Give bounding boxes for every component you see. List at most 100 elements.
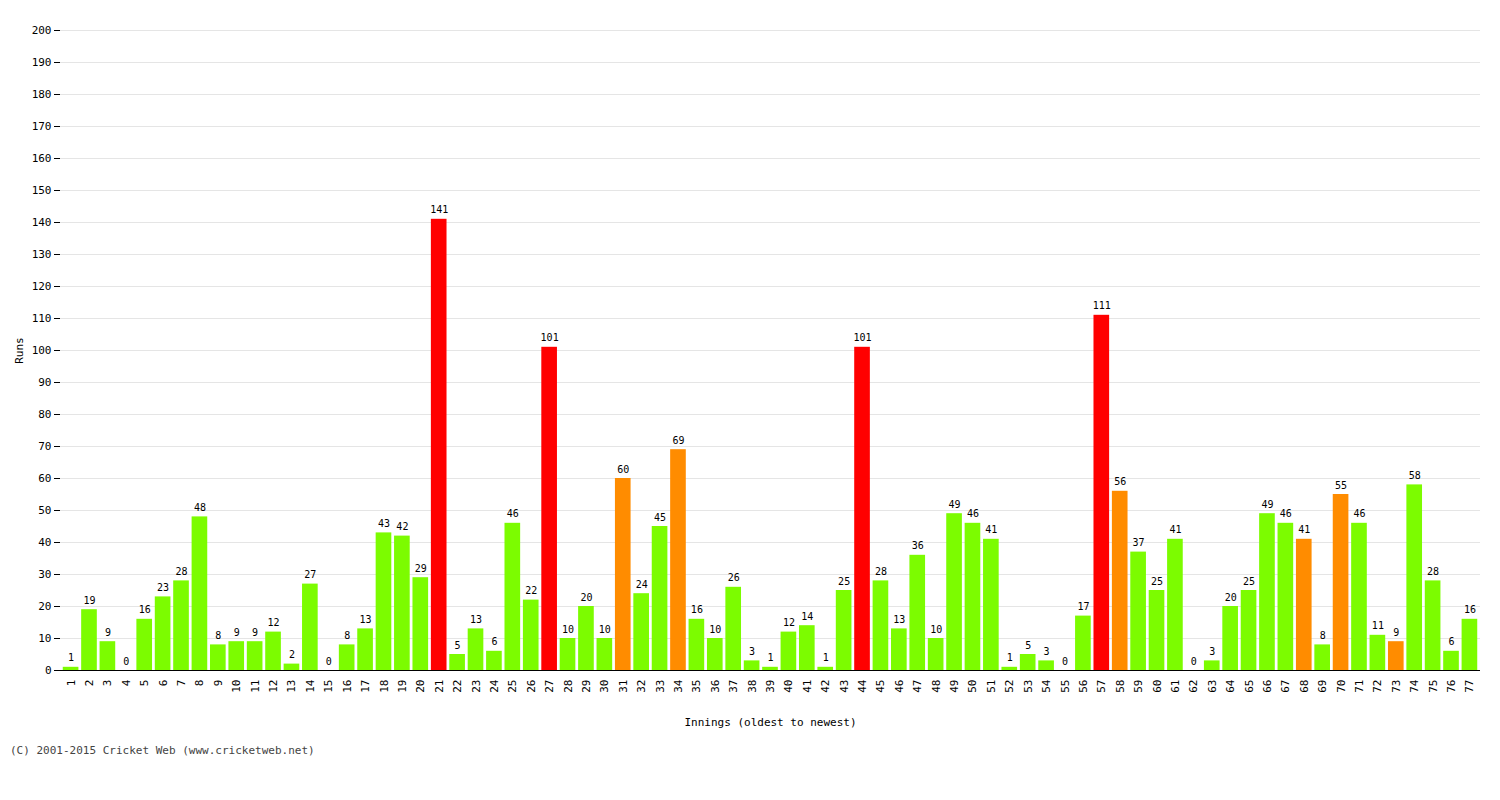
svg-text:41: 41 (1298, 524, 1310, 535)
svg-text:16: 16 (139, 604, 151, 615)
svg-text:49: 49 (948, 680, 961, 693)
svg-text:17: 17 (359, 680, 372, 693)
svg-text:10: 10 (709, 624, 721, 635)
svg-text:34: 34 (672, 679, 685, 693)
svg-text:Innings (oldest to newest): Innings (oldest to newest) (684, 716, 856, 729)
svg-text:46: 46 (507, 508, 519, 519)
svg-text:Runs: Runs (13, 337, 26, 364)
svg-text:10: 10 (562, 624, 574, 635)
svg-text:28: 28 (875, 566, 887, 577)
svg-text:5: 5 (1025, 640, 1031, 651)
svg-text:62: 62 (1187, 680, 1200, 693)
svg-text:29: 29 (415, 563, 427, 574)
svg-text:37: 37 (1133, 537, 1145, 548)
svg-text:4: 4 (120, 679, 133, 686)
svg-text:56: 56 (1114, 476, 1126, 487)
svg-text:63: 63 (1206, 680, 1219, 693)
svg-text:46: 46 (967, 508, 979, 519)
svg-text:0: 0 (123, 656, 129, 667)
svg-text:41: 41 (801, 680, 814, 693)
svg-text:45: 45 (874, 680, 887, 693)
svg-text:8: 8 (215, 630, 221, 641)
svg-text:30: 30 (38, 568, 51, 581)
svg-text:50: 50 (966, 680, 979, 693)
svg-text:40: 40 (38, 536, 51, 549)
svg-text:73: 73 (1390, 680, 1403, 693)
svg-text:2: 2 (83, 680, 96, 687)
svg-text:200: 200 (32, 24, 52, 37)
svg-text:60: 60 (38, 472, 51, 485)
svg-text:37: 37 (727, 680, 740, 693)
svg-text:190: 190 (32, 56, 52, 69)
svg-text:55: 55 (1059, 680, 1072, 693)
svg-text:30: 30 (598, 680, 611, 693)
svg-text:13: 13 (360, 614, 372, 625)
svg-text:69: 69 (672, 435, 684, 446)
svg-text:10: 10 (930, 624, 942, 635)
svg-text:43: 43 (378, 518, 390, 529)
svg-text:27: 27 (543, 680, 556, 693)
svg-text:11: 11 (1372, 620, 1384, 631)
svg-text:27: 27 (304, 569, 316, 580)
svg-text:11: 11 (249, 680, 262, 693)
svg-text:25: 25 (1151, 576, 1163, 587)
svg-text:26: 26 (728, 572, 740, 583)
svg-text:54: 54 (1040, 679, 1053, 693)
svg-text:3: 3 (1209, 646, 1215, 657)
svg-text:19: 19 (83, 595, 95, 606)
svg-text:49: 49 (1261, 499, 1273, 510)
svg-text:16: 16 (691, 604, 703, 615)
svg-text:36: 36 (709, 680, 722, 693)
svg-text:14: 14 (801, 611, 813, 622)
svg-text:3: 3 (101, 680, 114, 687)
svg-text:24: 24 (636, 579, 648, 590)
svg-text:130: 130 (32, 248, 52, 261)
svg-text:33: 33 (654, 680, 667, 693)
svg-text:75: 75 (1427, 680, 1440, 693)
svg-text:8: 8 (1320, 630, 1326, 641)
svg-text:101: 101 (853, 332, 871, 343)
svg-text:17: 17 (1077, 601, 1089, 612)
svg-text:1: 1 (767, 652, 773, 663)
svg-text:12: 12 (267, 680, 280, 693)
svg-text:9: 9 (252, 627, 258, 638)
svg-text:72: 72 (1371, 680, 1384, 693)
svg-text:46: 46 (1353, 508, 1365, 519)
svg-text:60: 60 (617, 464, 629, 475)
svg-text:43: 43 (838, 680, 851, 693)
svg-text:42: 42 (819, 680, 832, 693)
svg-text:111: 111 (1093, 300, 1111, 311)
svg-text:16: 16 (1464, 604, 1476, 615)
svg-text:42: 42 (396, 521, 408, 532)
svg-text:101: 101 (541, 332, 559, 343)
svg-text:70: 70 (38, 440, 51, 453)
svg-text:3: 3 (749, 646, 755, 657)
svg-text:10: 10 (38, 632, 51, 645)
svg-text:9: 9 (212, 680, 225, 687)
svg-text:90: 90 (38, 376, 51, 389)
svg-text:23: 23 (157, 582, 169, 593)
svg-text:61: 61 (1169, 680, 1182, 693)
svg-text:1: 1 (823, 652, 829, 663)
svg-text:58: 58 (1114, 680, 1127, 693)
svg-text:26: 26 (525, 680, 538, 693)
svg-text:13: 13 (893, 614, 905, 625)
svg-text:170: 170 (32, 120, 52, 133)
svg-text:0: 0 (326, 656, 332, 667)
svg-text:44: 44 (856, 679, 869, 693)
svg-text:25: 25 (506, 680, 519, 693)
svg-text:68: 68 (1298, 680, 1311, 693)
svg-text:36: 36 (912, 540, 924, 551)
svg-text:55: 55 (1335, 480, 1347, 491)
svg-text:0: 0 (1062, 656, 1068, 667)
svg-text:28: 28 (175, 566, 187, 577)
svg-text:58: 58 (1409, 470, 1421, 481)
svg-text:9: 9 (1393, 627, 1399, 638)
svg-text:9: 9 (234, 627, 240, 638)
svg-text:13: 13 (285, 680, 298, 693)
svg-text:22: 22 (525, 585, 537, 596)
svg-text:46: 46 (893, 680, 906, 693)
svg-text:5: 5 (138, 680, 151, 687)
svg-text:1: 1 (1007, 652, 1013, 663)
svg-text:1: 1 (68, 652, 74, 663)
